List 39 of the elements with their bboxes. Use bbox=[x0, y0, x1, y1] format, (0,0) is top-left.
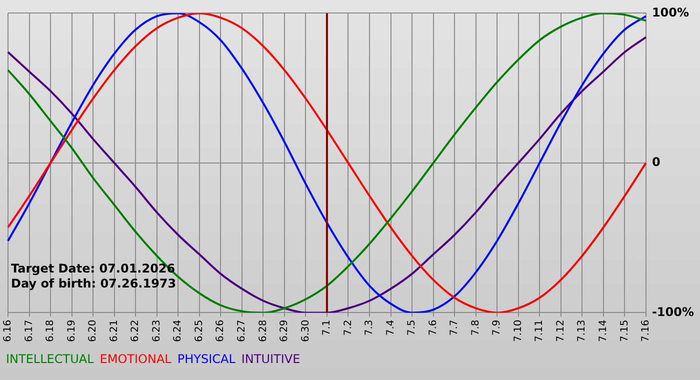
text: INTUITIVE bbox=[241, 352, 300, 366]
x-tick-label: 6.23 bbox=[151, 320, 162, 342]
x-tick-label: 6.24 bbox=[172, 320, 184, 342]
x-tick-label: 6.19 bbox=[66, 320, 78, 342]
x-tick-label: 6.18 bbox=[45, 320, 56, 342]
x-tick-label: 6.27 bbox=[236, 320, 248, 342]
x-tick-label: 7.9 bbox=[492, 320, 503, 336]
x-tick-label: 6.25 bbox=[194, 320, 205, 342]
x-tick-label: 6.26 bbox=[215, 320, 226, 342]
x-tick-label: 7.8 bbox=[470, 320, 482, 336]
x-tick-label: 7.6 bbox=[428, 320, 439, 336]
x-tick-label: 7.15 bbox=[619, 320, 630, 342]
x-tick-label: 6.22 bbox=[130, 320, 142, 342]
x-tick-label: 7.4 bbox=[385, 320, 396, 336]
x-tick-label: 7.10 bbox=[512, 320, 524, 342]
x-tick-label: 6.21 bbox=[108, 320, 120, 342]
text: EMOTIONAL bbox=[100, 352, 172, 366]
x-tick-label: 6.30 bbox=[300, 320, 312, 342]
x-tick-label: 7.5 bbox=[406, 320, 418, 336]
x-tick-label: 7.2 bbox=[342, 320, 354, 336]
annotation: Day of birth: 07.26.1973 bbox=[11, 276, 176, 291]
x-tick-label: 6.20 bbox=[88, 320, 99, 342]
y-tick-label: 100% bbox=[652, 5, 690, 20]
x-tick-label: 7.13 bbox=[576, 320, 588, 342]
x-tick-label: 7.16 bbox=[640, 320, 652, 342]
y-tick-label: 0 bbox=[652, 155, 660, 170]
x-tick-label: 7.14 bbox=[598, 320, 610, 342]
x-tick-label: 6.29 bbox=[279, 320, 290, 342]
x-tick-label: 7.7 bbox=[449, 320, 460, 336]
x-tick-label: 6.28 bbox=[258, 320, 269, 342]
text: INTELLECTUAL bbox=[6, 352, 94, 366]
x-tick-label: 7.1 bbox=[322, 320, 333, 336]
text: PHYSICAL bbox=[177, 352, 236, 366]
y-tick-label: -100% bbox=[652, 304, 694, 319]
x-tick-label: 7.3 bbox=[364, 320, 376, 336]
x-tick-label: 6.16 bbox=[2, 320, 14, 342]
x-tick-label: 6.17 bbox=[24, 320, 35, 342]
x-tick-label: 7.12 bbox=[555, 320, 566, 342]
x-tick-label: 7.11 bbox=[534, 320, 546, 342]
